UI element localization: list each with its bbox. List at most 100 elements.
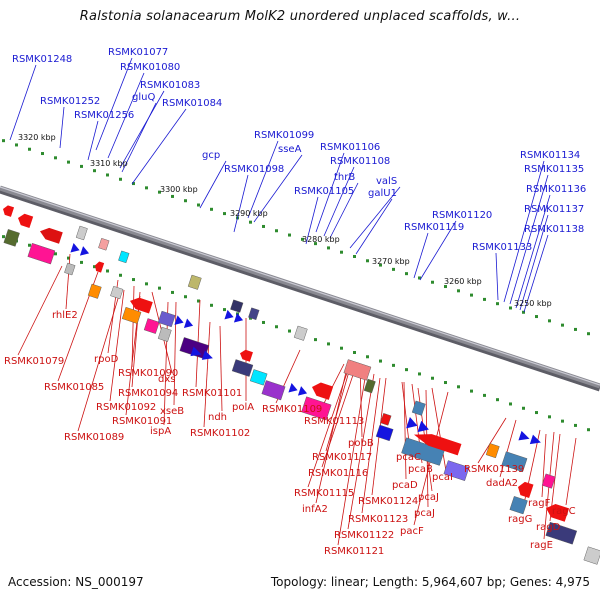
scale-dot	[314, 338, 317, 342]
gene-block	[509, 496, 528, 515]
gene-label-bottom: RSMK01102	[190, 428, 250, 439]
scale-dot	[327, 246, 330, 250]
gene-label-bottom: pcaJ	[414, 508, 435, 519]
gene-feature	[143, 318, 160, 334]
leader-line	[87, 120, 99, 161]
gene-block	[248, 307, 260, 321]
gene-label-bottom: ragF	[528, 498, 551, 509]
scale-dot	[262, 320, 265, 324]
leader-line	[477, 417, 507, 464]
scale-dot	[340, 346, 343, 350]
gene-label-top: RSMK01084	[162, 98, 222, 109]
gene-block	[143, 318, 160, 334]
gene-feature	[249, 369, 268, 386]
gene-label-bottom: RSMK01116	[308, 468, 368, 479]
gene-label-top: gluQ	[132, 92, 155, 103]
gene-block	[485, 443, 500, 459]
leader-line	[541, 433, 547, 498]
gene-label-bottom: rhlE2	[52, 310, 78, 321]
gene-label-bottom: pcaB	[408, 464, 433, 475]
leader-line	[253, 154, 303, 223]
gene-label-top: RSMK01135	[524, 164, 584, 175]
scale-dot	[574, 327, 577, 331]
gene-label-bottom: ragE	[530, 540, 553, 551]
gene-block	[87, 283, 102, 299]
gene-feature	[18, 213, 34, 229]
gene-label-top: RSMK01256	[74, 110, 134, 121]
gene-arrow-right	[233, 312, 244, 323]
gene-block	[411, 400, 426, 416]
gene-arrow-left	[546, 503, 570, 522]
gene-label-top: RSMK01098	[224, 164, 284, 175]
scale-dot	[509, 402, 512, 406]
gene-feature	[121, 306, 142, 324]
scale-dot	[535, 315, 538, 319]
scale-dot	[431, 280, 434, 284]
scale-dot	[379, 359, 382, 363]
gene-label-bottom: dadA2	[486, 478, 518, 489]
scale-dot	[197, 203, 200, 207]
coordinate-label: 3260 kbp	[444, 277, 482, 286]
gene-label-bottom: pacF	[400, 526, 424, 537]
gene-label-bottom: infA2	[302, 504, 328, 515]
gene-feature	[224, 309, 244, 323]
gene-block	[545, 521, 578, 545]
scale-dot	[327, 342, 330, 346]
leader-line	[95, 57, 133, 151]
gene-arrow-left	[95, 261, 105, 273]
leader-line	[337, 371, 367, 546]
gene-label-top: sseA	[278, 144, 302, 155]
gene-block	[380, 413, 392, 426]
scale-dot	[2, 139, 5, 143]
leader-line	[199, 160, 227, 209]
gene-label-top: RSMK01077	[108, 47, 168, 58]
scale-dot	[197, 299, 200, 303]
scale-dot	[210, 207, 213, 211]
scale-dot	[457, 385, 460, 389]
gene-block	[501, 451, 528, 473]
leader-line	[203, 321, 211, 428]
scale-dot	[587, 428, 590, 432]
gene-label-bottom: RSMK01115	[294, 488, 354, 499]
gene-arrow-left	[312, 382, 334, 400]
gene-feature	[40, 227, 63, 244]
gene-label-top: gcp	[202, 150, 220, 161]
scale-dot	[444, 381, 447, 385]
gene-arrow-right	[174, 315, 184, 325]
scale-dot	[158, 190, 161, 194]
gene-feature	[157, 310, 176, 328]
gene-block	[249, 369, 268, 386]
gene-label-bottom: RSMK01091	[112, 416, 172, 427]
gene-label-top: RSMK01120	[432, 210, 492, 221]
leader-line	[361, 377, 381, 514]
gene-arrow-left	[18, 213, 34, 229]
scale-dot	[561, 419, 564, 423]
leader-line	[495, 252, 499, 301]
gene-block	[3, 229, 20, 247]
scale-dot	[366, 355, 369, 359]
leader-line	[321, 371, 355, 468]
gene-feature	[187, 274, 202, 290]
gene-label-bottom: RSMK01094	[118, 388, 178, 399]
scale-dot	[119, 177, 122, 181]
gene-feature	[231, 359, 254, 377]
gene-feature	[406, 416, 429, 433]
gene-label-top: RSMK01099	[254, 130, 314, 141]
gene-feature	[301, 396, 332, 421]
gene-arrow-right	[224, 309, 234, 320]
gene-label-bottom: rpoD	[94, 354, 119, 365]
scale-dot	[171, 290, 174, 294]
leader-line	[247, 140, 279, 219]
scale-dot	[392, 267, 395, 271]
gene-arrow-right	[288, 382, 298, 393]
gene-feature	[130, 297, 153, 314]
leader-line	[347, 373, 375, 530]
gene-label-bottom: RSMK01079	[4, 356, 64, 367]
gene-label-top: RSMK01106	[320, 142, 380, 153]
leader-line	[107, 72, 145, 159]
leader-line	[329, 182, 359, 239]
gene-feature	[518, 430, 541, 445]
scale-dot	[93, 169, 96, 173]
scale-dot	[288, 329, 291, 333]
gene-feature	[64, 262, 76, 276]
